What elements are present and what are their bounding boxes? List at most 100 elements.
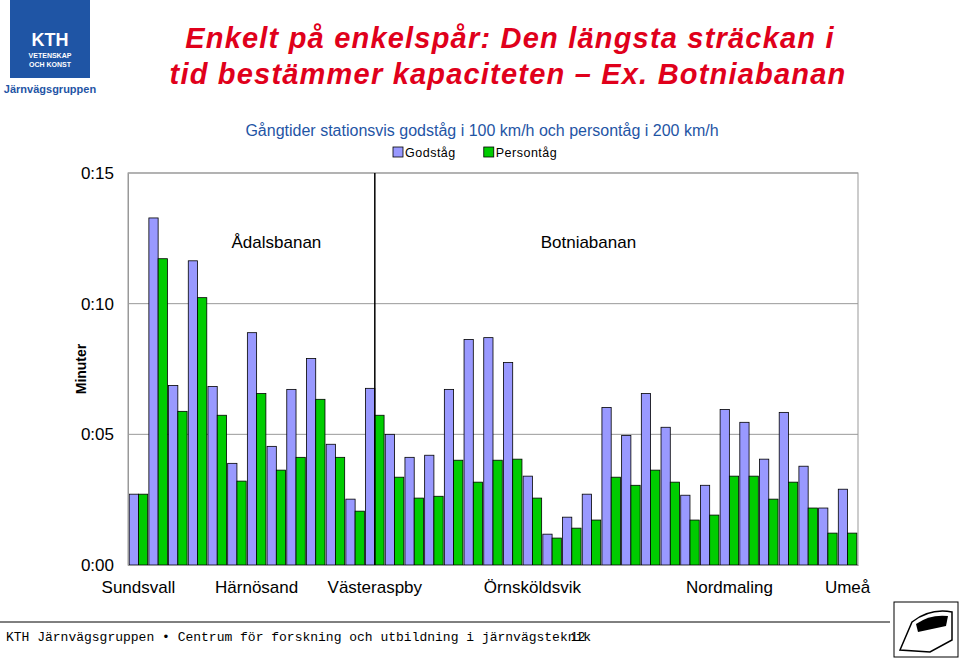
y-axis-title: Minuter <box>73 343 89 394</box>
bar <box>385 434 394 565</box>
bar <box>848 533 857 565</box>
bar <box>602 407 611 565</box>
bar <box>217 415 226 565</box>
bar <box>799 466 808 565</box>
bar <box>138 494 147 565</box>
bar <box>434 496 443 565</box>
x-tick: Örnsköldsvik <box>484 565 582 597</box>
logo-text: VETENSKAP <box>29 52 72 59</box>
bar <box>316 399 325 565</box>
bar <box>513 459 522 565</box>
bar <box>267 446 276 565</box>
train-window <box>916 616 948 632</box>
bar <box>149 218 158 565</box>
bar <box>670 482 679 565</box>
annotation: Ådalsbanan <box>232 233 322 252</box>
legend-item: Godståg <box>393 146 456 160</box>
bar <box>454 460 463 565</box>
bar <box>720 410 729 565</box>
x-tick-label: Umeå <box>825 578 871 597</box>
bar <box>681 495 690 565</box>
heading: tid bestämmer kapaciteten – Ex. Botniaba… <box>170 58 847 90</box>
bar <box>808 508 817 565</box>
x-tick: Västeraspby <box>328 565 423 597</box>
y-axis-line <box>128 174 129 566</box>
bar <box>208 387 217 565</box>
bar <box>760 459 769 565</box>
y-tick: 0:10 <box>81 295 128 314</box>
bar <box>405 457 414 565</box>
bar <box>425 455 434 565</box>
bar <box>503 362 512 565</box>
plot-frame <box>128 173 858 565</box>
x-tick-label: Sundsvall <box>102 578 176 597</box>
legend-swatch <box>484 147 494 157</box>
logo-text: KTH <box>32 30 69 50</box>
logo: KTH VETENSKAP OCH KONST <box>10 0 90 78</box>
x-tick-label: Västeraspby <box>328 578 423 597</box>
x-axis: Sundsvall Härnösand Västeraspby Örnsköldsvi… <box>102 565 871 597</box>
bar <box>306 359 315 565</box>
bar <box>395 477 404 565</box>
train-icon <box>894 602 958 657</box>
slide: KTH VETENSKAP OCH KONST Järnvägsgruppen Enke… <box>0 0 960 659</box>
bar <box>493 460 502 565</box>
bar <box>326 444 335 565</box>
y-tick-label: 0:00 <box>81 556 114 575</box>
bar <box>532 498 541 565</box>
bar <box>366 388 375 565</box>
footer-rule <box>0 622 890 623</box>
bar <box>473 482 482 565</box>
bar <box>543 534 552 565</box>
bar <box>740 422 749 565</box>
bar <box>346 499 355 565</box>
bar <box>622 435 631 565</box>
bar <box>641 394 650 565</box>
group-name: Järnvägsgruppen <box>4 83 97 95</box>
bar <box>228 463 237 565</box>
bar <box>296 457 305 565</box>
bar <box>788 482 797 565</box>
annotation: Botniabanan <box>541 233 636 252</box>
x-tick: Sundsvall <box>102 565 176 597</box>
x-axis-line <box>129 565 859 566</box>
logo-box <box>10 0 90 78</box>
bar <box>335 457 344 565</box>
bar <box>169 385 178 565</box>
bar <box>247 333 256 565</box>
bar <box>237 481 246 565</box>
x-tick-label: Nordmaling <box>686 578 773 597</box>
x-tick-label: Örnsköldsvik <box>484 578 582 597</box>
bar <box>484 338 493 565</box>
bar <box>611 477 620 565</box>
bar <box>287 389 296 565</box>
section-divider <box>374 173 376 565</box>
x-tick-label: Härnösand <box>215 578 298 597</box>
chart-title: Gångtider stationsvis godståg i 100 km/h… <box>245 122 718 139</box>
footer-text: KTH Järnvägsgruppen • Centrum för forskn… <box>6 630 591 645</box>
legend: Godståg Persontåg <box>393 146 557 160</box>
bar <box>375 415 384 565</box>
bar <box>188 261 197 565</box>
bar <box>651 470 660 565</box>
bar <box>444 389 453 565</box>
bar <box>563 517 572 565</box>
bar <box>523 476 532 565</box>
x-tick: Härnösand <box>215 565 298 597</box>
bar <box>572 528 581 565</box>
y-tick: 0:15 <box>81 164 128 183</box>
train-body <box>900 611 952 652</box>
legend-label: Persontåg <box>496 146 557 160</box>
bar <box>414 498 423 565</box>
legend-label: Godståg <box>405 146 456 160</box>
y-tick-label: 0:05 <box>81 425 114 444</box>
y-tick-label: 0:10 <box>81 295 114 314</box>
heading: Enkelt på enkelspår: Den längsta sträcka… <box>185 22 835 54</box>
bar <box>591 520 600 565</box>
bar <box>355 511 364 565</box>
bars <box>129 218 857 565</box>
grid-line <box>128 173 858 174</box>
logo-text: OCH KONST <box>29 61 72 68</box>
bar <box>779 412 788 565</box>
x-tick: Nordmaling <box>686 565 773 597</box>
